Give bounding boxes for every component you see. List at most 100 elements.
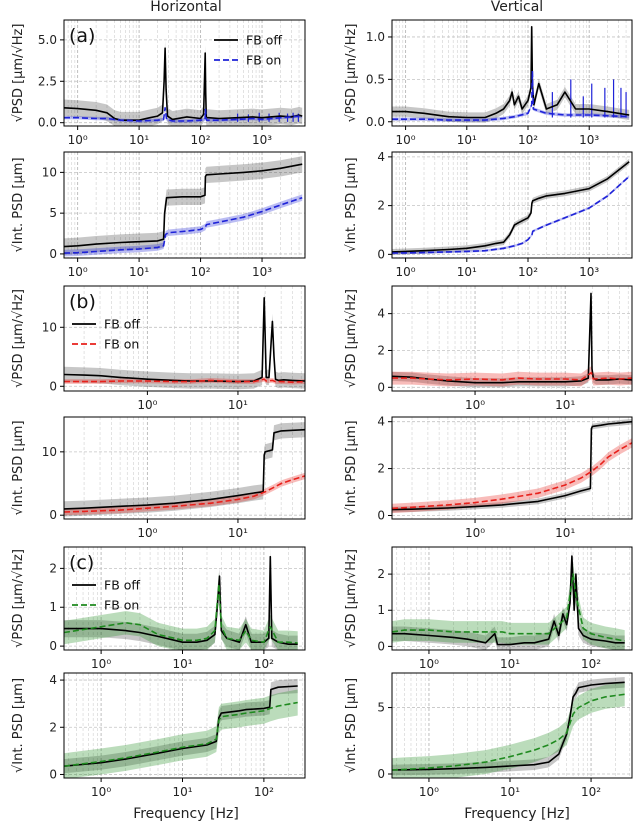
x-tick-label: 10¹: [457, 265, 477, 279]
series-line-fb-off: [64, 428, 305, 510]
x-tick-label: 10¹: [500, 785, 520, 799]
x-tick-label: 10⁰: [419, 657, 439, 671]
axes-frame: [391, 285, 633, 392]
y-tick-label: 10: [42, 165, 57, 179]
chart-panel-b-h-psd: 10⁰ 10¹ 0 10 √PSD [μm/√Hz] (b) FB off FB on: [11, 285, 306, 412]
x-tick-label: 10²: [518, 133, 538, 147]
y-tick-label: 1: [377, 603, 385, 617]
legend-label-fb-off: FB off: [104, 578, 140, 593]
chart-panel-b-v-psd: 10⁰ 10¹ 0 2 4 √PSD [μm/√Hz]: [344, 285, 633, 412]
x-tick-label: 10⁰: [137, 398, 157, 412]
chart-panel-b-v-int: 10⁰ 10¹ 0 2 4 √Int. PSD [μm]: [344, 415, 633, 540]
x-axis-label-right: Frequency [Hz]: [464, 806, 570, 822]
plot-area: [64, 39, 303, 126]
y-tick-label: 0: [377, 247, 385, 261]
x-tick-label: 10⁰: [396, 133, 416, 147]
series-line-fb-off: [392, 681, 625, 771]
series-line-fb-off: [392, 25, 630, 119]
series-line-fb-on: [64, 583, 298, 644]
x-tick-label: 10¹: [500, 657, 520, 671]
series-line-fb-on: [392, 442, 632, 510]
y-axis-label: √Int. PSD [μm]: [344, 678, 359, 773]
y-axis-label: √PSD [μm/√Hz]: [344, 289, 359, 388]
x-tick-label: 10²: [581, 657, 601, 671]
series-band-fb-off: [64, 422, 305, 517]
y-axis-label: √PSD [μm/√Hz]: [11, 289, 26, 388]
y-tick-label: 0: [377, 380, 385, 394]
series-band-fb-on: [392, 69, 630, 122]
series-line-fb-on: [392, 693, 625, 771]
series-band-fb-off: [392, 158, 630, 255]
x-tick-label: 10²: [518, 265, 538, 279]
series-band-fb-off: [392, 677, 625, 776]
y-tick-label: 4: [49, 673, 57, 687]
axes-frame: [63, 285, 306, 392]
panel-grid: 10⁰ 10¹ 10² 10³ 0.0 2.5 5.0 √PSD [μm/√Hz] (a) FB …: [11, 19, 633, 799]
grid: [392, 673, 632, 778]
y-tick-label: 0: [49, 767, 57, 781]
y-tick-label: 5: [49, 206, 57, 220]
y-tick-label: 0: [49, 508, 57, 522]
y-axis-label: √PSD [μm/√Hz]: [344, 549, 359, 648]
x-tick-label: 10⁰: [465, 398, 485, 412]
x-tick-label: 10¹: [228, 398, 248, 412]
legend-label-fb-on: FB on: [104, 598, 139, 613]
chart-panel-a-h-int: 10⁰ 10¹ 10² 10³ 0 5 10 √Int. PSD [μm]: [11, 151, 306, 279]
x-tick-label: 10⁰: [91, 785, 111, 799]
y-tick-label: 2: [49, 561, 57, 575]
x-tick-label: 10⁰: [68, 265, 88, 279]
y-tick-label: 0.0: [366, 115, 385, 129]
panel-label: (c): [69, 552, 94, 574]
y-tick-label: 0: [377, 767, 385, 781]
y-tick-label: 5: [377, 701, 385, 715]
x-tick-label: 10²: [254, 785, 274, 799]
x-tick-label: 10⁰: [68, 133, 88, 147]
x-tick-label: 10⁰: [91, 657, 111, 671]
y-tick-label: 10: [42, 445, 57, 459]
series-band-fb-on: [64, 472, 305, 516]
legend-label-fb-on: FB on: [246, 53, 281, 68]
legend-label-fb-off: FB off: [104, 317, 140, 332]
grid: [64, 547, 305, 650]
y-axis-label: √Int. PSD [μm]: [344, 420, 359, 515]
plot-area: [64, 156, 303, 257]
grid: [391, 152, 633, 258]
y-tick-label: 1: [49, 600, 57, 614]
series-line-fb-off: [64, 296, 305, 383]
y-tick-label: 0: [49, 379, 57, 393]
y-axis-label: √Int. PSD [μm]: [11, 157, 26, 252]
x-tick-label: 10¹: [129, 133, 149, 147]
series-band-fb-on: [64, 572, 298, 650]
y-axis-label: √Int. PSD [μm]: [11, 678, 26, 773]
grid: [392, 417, 632, 519]
chart-panel-c-h-int: 10⁰ 10¹ 10² 0 2 4 √Int. PSD [μm]: [11, 672, 306, 799]
x-tick-label: 10¹: [172, 657, 192, 671]
series-band-fb-on: [64, 689, 298, 778]
series-band-fb-on: [392, 682, 625, 778]
series-line-fb-on: [392, 175, 630, 254]
grid: [63, 20, 306, 126]
series-band-fb-off: [64, 548, 298, 650]
axes-frame: [391, 151, 633, 259]
col-title-horizontal: Horizontal: [150, 0, 221, 15]
x-tick-label: 10¹: [555, 398, 575, 412]
grid: [63, 152, 306, 258]
legend: FB off FB on: [72, 578, 140, 613]
series-line-fb-on: [392, 371, 632, 381]
y-axis-label: √Int. PSD [μm]: [344, 157, 359, 252]
x-tick-label: 10³: [252, 133, 272, 147]
series-band-fb-off: [64, 290, 305, 390]
y-axis-label: √PSD [μm/√Hz]: [344, 24, 359, 123]
y-tick-label: 2: [377, 567, 385, 581]
series-line-fb-off: [64, 163, 303, 248]
series-line-fb-off: [392, 292, 632, 384]
axes-frame: [63, 19, 306, 127]
x-tick-label: 10¹: [129, 265, 149, 279]
series-line-fb-on: [64, 475, 305, 513]
x-tick-label: 10¹: [172, 785, 192, 799]
chart-panel-a-h-psd: 10⁰ 10¹ 10² 10³ 0.0 2.5 5.0 √PSD [μm/√Hz] (a) FB …: [11, 19, 306, 147]
legend: FB off FB on: [72, 317, 140, 352]
plot-area: [392, 21, 630, 123]
axes-frame: [63, 151, 306, 259]
y-tick-label: 2: [49, 720, 57, 734]
